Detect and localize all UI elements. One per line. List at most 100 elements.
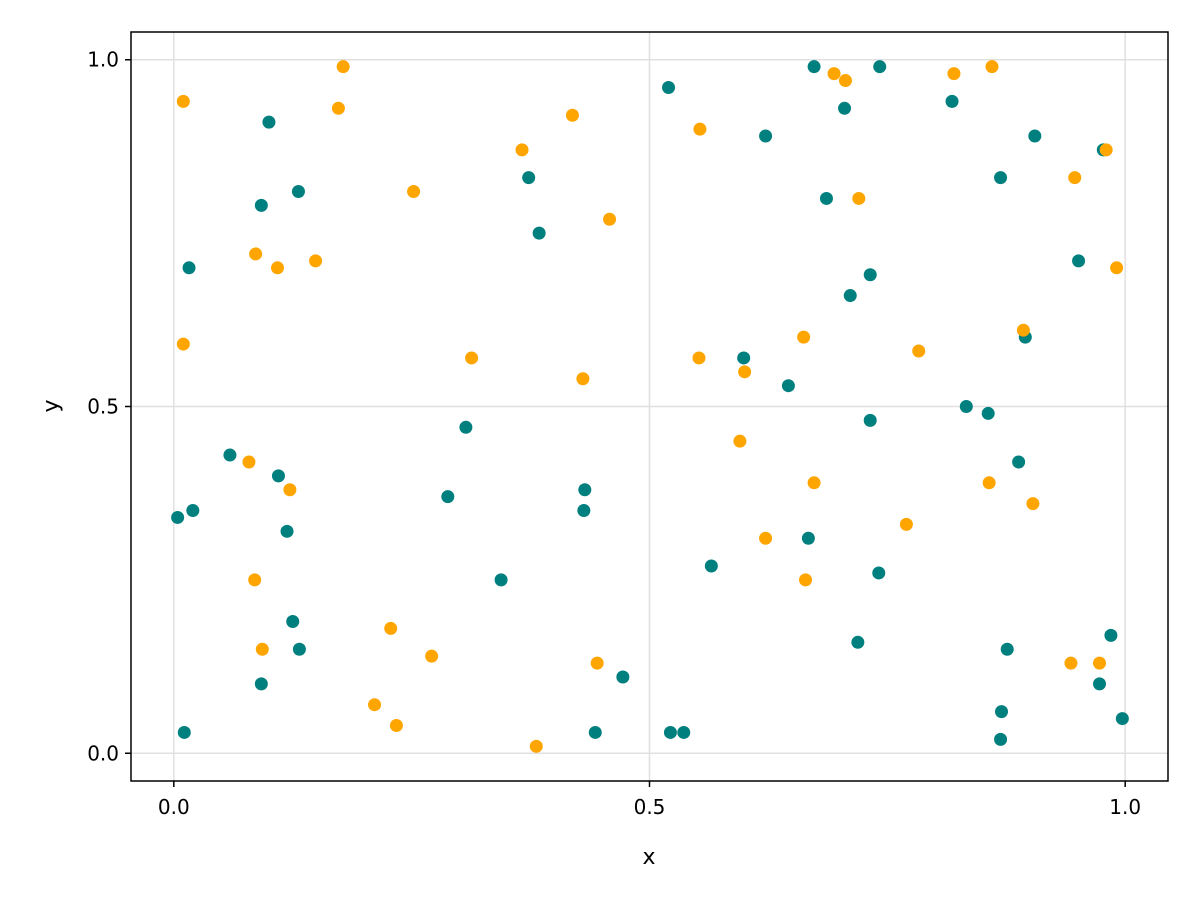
scatter-point	[515, 143, 529, 157]
scatter-point	[603, 212, 617, 226]
y-axis-label: y	[39, 399, 64, 412]
scatter-point	[852, 191, 866, 205]
scatter-point	[494, 573, 508, 587]
scatter-point	[1026, 497, 1040, 511]
scatter-point	[872, 566, 886, 580]
scatter-point	[827, 67, 841, 81]
scatter-point	[1068, 171, 1082, 185]
scatter-point	[1028, 129, 1042, 143]
scatter-point	[283, 483, 297, 497]
axis-ticks: 0.0 0.5 1.0 0.0 0.5 1.0	[87, 48, 1141, 819]
scatter-point	[1104, 628, 1118, 642]
scatter-point	[576, 372, 590, 386]
scatter-point	[459, 420, 473, 434]
x-axis-label: x	[642, 845, 655, 870]
scatter-point	[959, 400, 973, 413]
x-tick-label: 0.5	[634, 795, 666, 819]
scatter-point	[738, 365, 752, 379]
scatter-point	[529, 739, 543, 753]
scatter-point	[1093, 656, 1107, 670]
scatter-point	[781, 379, 795, 393]
scatter-point	[1099, 143, 1113, 157]
scatter-point	[851, 635, 865, 649]
scatter-point	[286, 614, 300, 628]
scatter-point	[662, 80, 676, 94]
scatter-point	[368, 698, 382, 712]
scatter-point	[995, 705, 1009, 719]
scatter-point	[177, 725, 191, 739]
scatter-point	[291, 185, 305, 199]
scatter-point	[807, 476, 821, 490]
scatter-point	[532, 226, 546, 240]
scatter-point	[759, 531, 773, 545]
scatter-point	[223, 448, 237, 462]
scatter-point	[1016, 323, 1030, 337]
scatter-point	[331, 101, 345, 115]
scatter-point	[384, 621, 398, 635]
scatter-point	[577, 504, 591, 518]
scatter-point	[186, 504, 200, 518]
scatter-point	[522, 171, 536, 185]
scatter-point	[1093, 677, 1107, 691]
scatter-point	[309, 254, 323, 268]
scatter-point	[799, 573, 813, 587]
scatter-point	[899, 517, 913, 531]
scatter-point	[242, 455, 256, 469]
y-tick-label: 1.0	[87, 48, 119, 72]
grid-lines	[131, 32, 1168, 781]
scatter-point	[677, 725, 691, 739]
x-tick-label: 1.0	[1109, 795, 1141, 819]
scatter-point	[733, 434, 747, 448]
scatter-point	[465, 351, 479, 365]
scatter-point	[271, 261, 285, 275]
scatter-point	[271, 469, 285, 483]
scatter-point	[1115, 712, 1129, 726]
scatter-point	[262, 115, 276, 129]
scatter-point	[389, 719, 403, 733]
scatter-point	[248, 573, 262, 587]
scatter-point	[171, 510, 185, 524]
scatter-point	[759, 129, 773, 143]
scatter-point	[797, 330, 811, 344]
scatter-point	[985, 60, 999, 74]
scatter-point	[590, 656, 604, 670]
scatter-point	[801, 531, 815, 545]
scatter-point	[254, 677, 268, 691]
scatter-point	[176, 337, 190, 351]
scatter-point	[578, 483, 592, 497]
scatter-point	[994, 171, 1008, 185]
scatter-point	[945, 94, 959, 108]
scatter-point	[182, 261, 196, 275]
scatter-point	[1110, 261, 1124, 275]
scatter-point	[441, 490, 455, 504]
scatter-point	[663, 725, 677, 739]
scatter-point	[1064, 656, 1078, 670]
y-tick-label: 0.5	[87, 395, 119, 419]
scatter-point	[1012, 455, 1026, 469]
scatter-point	[863, 268, 877, 282]
scatter-point	[692, 351, 706, 365]
y-tick-label: 0.0	[87, 741, 119, 765]
scatter-point	[249, 247, 263, 261]
scatter-point	[994, 732, 1008, 746]
scatter-point	[737, 351, 751, 365]
scatter-point	[693, 122, 707, 136]
scatter-point	[838, 74, 852, 88]
scatter-point	[616, 670, 630, 684]
scatter-point	[176, 94, 190, 108]
scatter-point	[565, 108, 579, 122]
scatter-point	[280, 524, 294, 538]
scatter-point	[255, 642, 269, 656]
scatter-point	[912, 344, 926, 358]
scatter-point	[843, 289, 857, 303]
scatter-point	[425, 649, 439, 663]
x-tick-label: 0.0	[158, 795, 190, 819]
scatter-point	[873, 60, 887, 74]
scatter-point	[292, 642, 306, 656]
scatter-point	[704, 559, 718, 573]
scatter-point	[336, 60, 350, 74]
scatter-point	[807, 60, 821, 74]
scatter-point	[254, 198, 268, 212]
scatter-point	[819, 191, 833, 205]
